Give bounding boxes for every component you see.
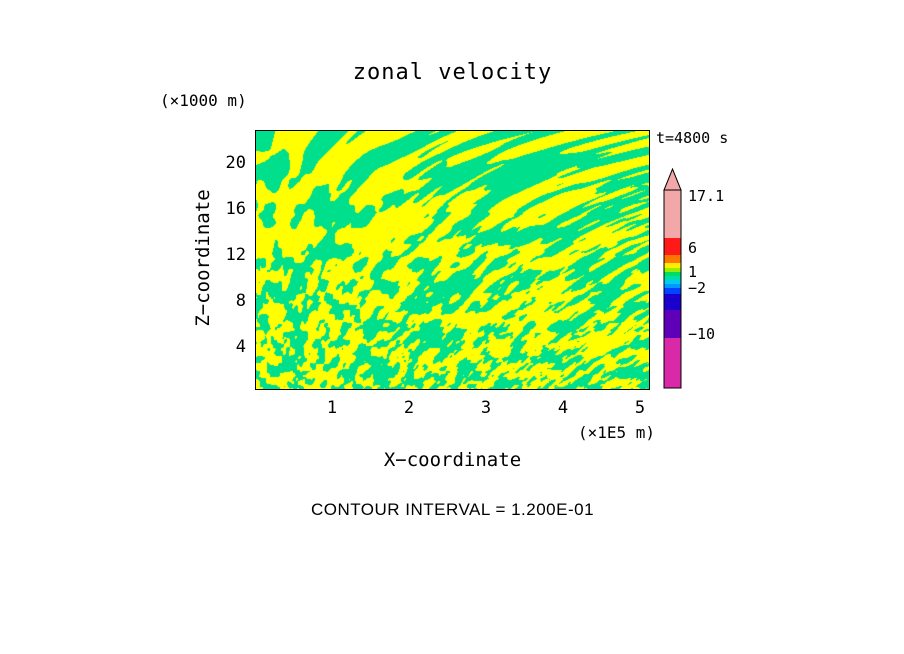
plot-title: zonal velocity <box>352 60 553 85</box>
contour-interval-note: CONTOUR INTERVAL = 1.200E-01 <box>310 500 595 519</box>
time-label: t=4800 s <box>656 129 729 147</box>
colorbar-tick-label: 1 <box>688 263 698 281</box>
contour-plot-area <box>255 130 650 390</box>
y-tick-label: 20 <box>225 153 246 173</box>
contour-field-canvas <box>256 131 649 389</box>
y-axis-unit: (×1000 m) <box>160 91 247 110</box>
x-tick-label: 3 <box>480 398 492 418</box>
x-tick-label: 5 <box>634 398 646 418</box>
colorbar-tick-label: −10 <box>688 325 716 343</box>
x-tick-label: 4 <box>557 398 569 418</box>
y-tick-label: 12 <box>225 245 246 265</box>
x-tick-label: 1 <box>326 398 338 418</box>
colorbar-tick-label: 17.1 <box>688 187 725 205</box>
colorbar-tick-label: −2 <box>688 279 707 297</box>
colorbar-tick-label: 6 <box>688 239 698 257</box>
colorbar <box>663 168 682 389</box>
y-tick-label: 8 <box>235 291 246 311</box>
x-tick-label: 2 <box>403 398 415 418</box>
x-axis-unit: (×1E5 m) <box>577 423 655 442</box>
y-tick-label: 16 <box>225 199 246 219</box>
y-tick-label: 4 <box>235 337 246 357</box>
x-axis-label: X−coordinate <box>383 449 522 471</box>
